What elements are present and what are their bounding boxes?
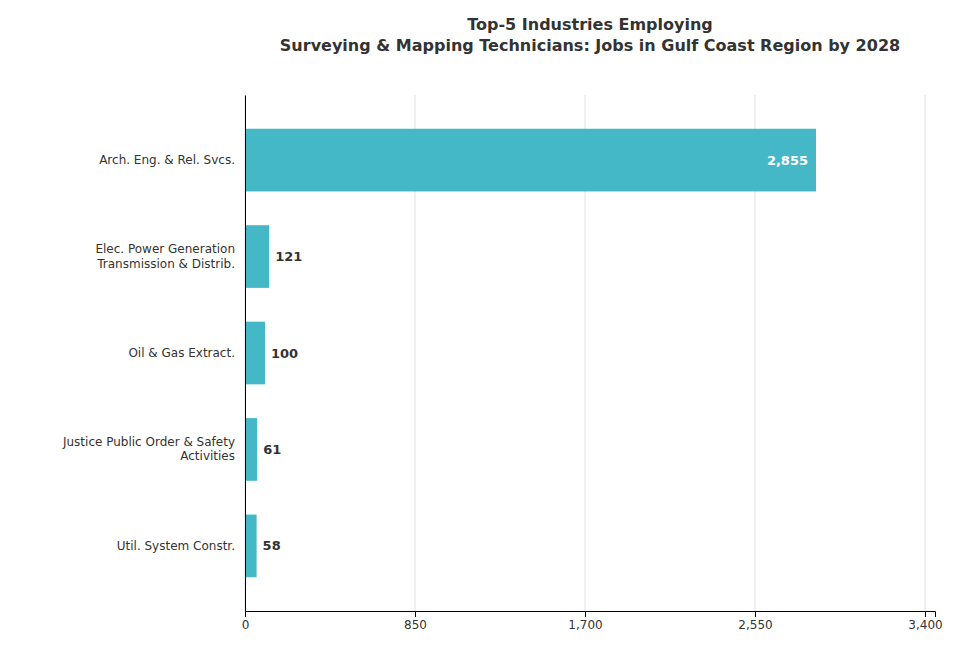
bar: [245, 225, 269, 288]
bar: [245, 418, 257, 481]
y-tick: Util. System Constr.: [117, 539, 235, 553]
y-tick-label: Oil & Gas Extract.: [128, 346, 235, 360]
data-label: 100: [271, 346, 298, 361]
x-tick: 850: [404, 611, 427, 632]
data-labels: 2,855 121 100 61 58: [263, 153, 808, 554]
chart: 0 850 1,700 2,550 3,400 Arch. Eng. & Rel. Svc…: [0, 0, 975, 656]
data-label: 58: [263, 538, 281, 553]
y-axis: Arch. Eng. & Rel. Svcs. Elec. Power Gener…: [62, 96, 246, 612]
y-tick-label: Elec. Power GenerationTransmission & Dis…: [95, 242, 235, 270]
x-tick-mark: [925, 611, 926, 617]
bars: [245, 129, 816, 577]
x-tick-mark: [245, 611, 246, 617]
title: Top-5 Industries Employing Surveying & Ma…: [280, 15, 900, 55]
y-tick: Elec. Power GenerationTransmission & Dis…: [95, 242, 235, 270]
x-tick-mark: [415, 611, 416, 617]
chart-container: 0 850 1,700 2,550 3,400 Arch. Eng. & Rel. Svc…: [0, 0, 975, 656]
y-tick-label-line: Elec. Power Generation: [95, 242, 235, 256]
y-tick-label-line: Transmission & Distrib.: [96, 257, 235, 271]
x-tick-label: 1,700: [568, 618, 602, 632]
bar: [245, 322, 265, 385]
x-tick-label: 850: [404, 618, 427, 632]
x-tick-label: 2,550: [738, 618, 772, 632]
title-line: Top-5 Industries Employing: [467, 15, 713, 34]
x-tick: 2,550: [738, 611, 772, 632]
y-tick: Arch. Eng. & Rel. Svcs.: [99, 153, 235, 167]
y-tick-label-line: Util. System Constr.: [117, 539, 235, 553]
data-label: 2,855: [767, 153, 808, 168]
y-tick-label-line: Arch. Eng. & Rel. Svcs.: [99, 153, 235, 167]
grid-line: [925, 95, 926, 611]
x-tick: 1,700: [568, 611, 602, 632]
y-tick-label: Justice Public Order & SafetyActivities: [62, 435, 235, 463]
x-axis-line: [246, 612, 936, 618]
x-tick: 3,400: [908, 611, 942, 632]
y-tick-label-line: Oil & Gas Extract.: [128, 346, 235, 360]
grid: [245, 95, 925, 611]
y-tick-label-line: Activities: [180, 449, 235, 463]
x-tick-label: 0: [242, 618, 250, 632]
grid-line: [245, 95, 246, 611]
x-tick: 0: [242, 611, 250, 632]
y-tick-label: Arch. Eng. & Rel. Svcs.: [99, 153, 235, 167]
x-axis: 0 850 1,700 2,550 3,400: [242, 611, 943, 632]
y-tick: Oil & Gas Extract.: [128, 346, 235, 360]
title-line: Surveying & Mapping Technicians: Jobs in…: [280, 36, 900, 55]
y-tick: Justice Public Order & SafetyActivities: [62, 435, 235, 463]
y-tick-label-line: Justice Public Order & Safety: [62, 435, 235, 449]
data-label: 121: [275, 249, 302, 264]
x-tick-mark: [585, 611, 586, 617]
x-tick-label: 3,400: [908, 618, 942, 632]
y-tick-label: Util. System Constr.: [117, 539, 235, 553]
bar: [245, 129, 816, 192]
y-axis-line: [245, 96, 246, 612]
x-tick-mark: [755, 611, 756, 617]
bar: [245, 515, 257, 578]
data-label: 61: [263, 442, 281, 457]
